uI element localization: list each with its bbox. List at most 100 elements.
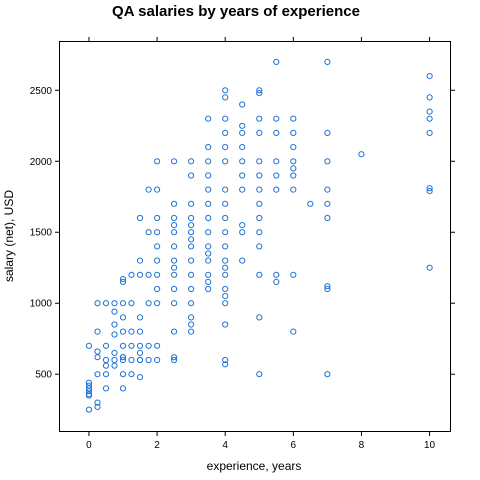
data-point [222,200,229,207]
data-point [111,321,118,328]
data-point [136,271,144,278]
data-point [154,186,161,193]
y-tick-label: 1000 [30,299,53,310]
data-point [256,129,263,136]
data-point [188,314,195,321]
data-point [145,271,152,278]
data-point [119,276,127,283]
data-point [239,172,246,179]
data-point [128,356,135,364]
data-point [290,158,297,165]
data-point [188,257,195,264]
data-point [136,314,144,321]
data-point [94,328,101,335]
data-point [205,214,212,222]
data-point [145,342,152,349]
data-point [188,200,195,207]
data-point [256,90,263,97]
data-point [188,328,195,335]
data-point [324,371,331,378]
chart-title: QA salaries by years of experience [112,3,360,20]
data-point [188,285,195,293]
data-point [171,214,178,222]
data-point [222,361,229,368]
data-point [205,158,212,165]
data-point [222,243,229,250]
data-point [171,300,178,307]
data-point [273,129,280,136]
y-tick-label: 1500 [30,228,53,239]
axis-tick-labels: 0 2 4 6 8 10 500 1000 1500 2000 2500 [30,86,436,451]
data-point [426,185,433,192]
data-point [290,165,297,172]
data-point [154,356,161,364]
data-point [239,129,246,136]
data-point [256,172,263,179]
data-point [145,186,152,193]
data-point [128,300,135,307]
data-points [85,58,433,413]
data-point [94,399,101,406]
data-point [290,129,297,136]
data-point [256,243,263,250]
data-point [205,243,212,250]
data-point [154,257,161,264]
data-point [222,186,229,193]
data-point [256,371,263,378]
data-point [426,94,433,101]
data-point [171,328,178,335]
data-point [205,186,212,193]
data-point [426,188,433,195]
data-point [256,115,263,122]
data-point [426,264,433,271]
data-point [273,58,280,66]
y-tick-label: 500 [35,370,52,381]
data-point [324,58,331,66]
data-point [145,356,152,364]
data-point [324,214,331,222]
data-point [119,385,127,392]
data-point [358,151,365,158]
data-point [119,342,127,349]
data-point [128,342,135,349]
data-point [154,300,161,307]
x-tick-label: 6 [291,440,297,451]
data-point [205,200,212,207]
data-point [239,222,246,229]
data-point [94,300,101,307]
data-point [205,115,212,122]
data-point [222,257,229,264]
data-point [290,186,297,193]
data-point [171,264,178,271]
data-point [136,214,144,222]
data-point [111,308,118,315]
data-point [119,300,127,307]
data-point [239,186,246,193]
x-tick-label: 2 [154,440,160,451]
x-tick-label: 0 [86,440,92,451]
data-point [256,229,263,236]
data-point [119,354,127,361]
data-point [94,371,101,378]
data-point [239,229,246,236]
data-point [188,229,195,236]
plot-frame [59,41,451,432]
data-point [239,158,246,165]
data-point [222,214,229,222]
data-point [239,144,246,151]
x-axis-label: experience, years [207,459,302,473]
data-point [171,271,178,278]
data-point [205,257,212,264]
data-point [111,300,118,307]
data-point [85,391,93,398]
data-point [119,371,127,378]
data-point [128,371,135,378]
data-point [154,158,161,165]
data-point [188,236,195,243]
data-point [171,257,178,264]
data-point [426,115,433,122]
data-point [154,342,161,349]
data-point [102,362,110,369]
data-point [290,271,297,278]
